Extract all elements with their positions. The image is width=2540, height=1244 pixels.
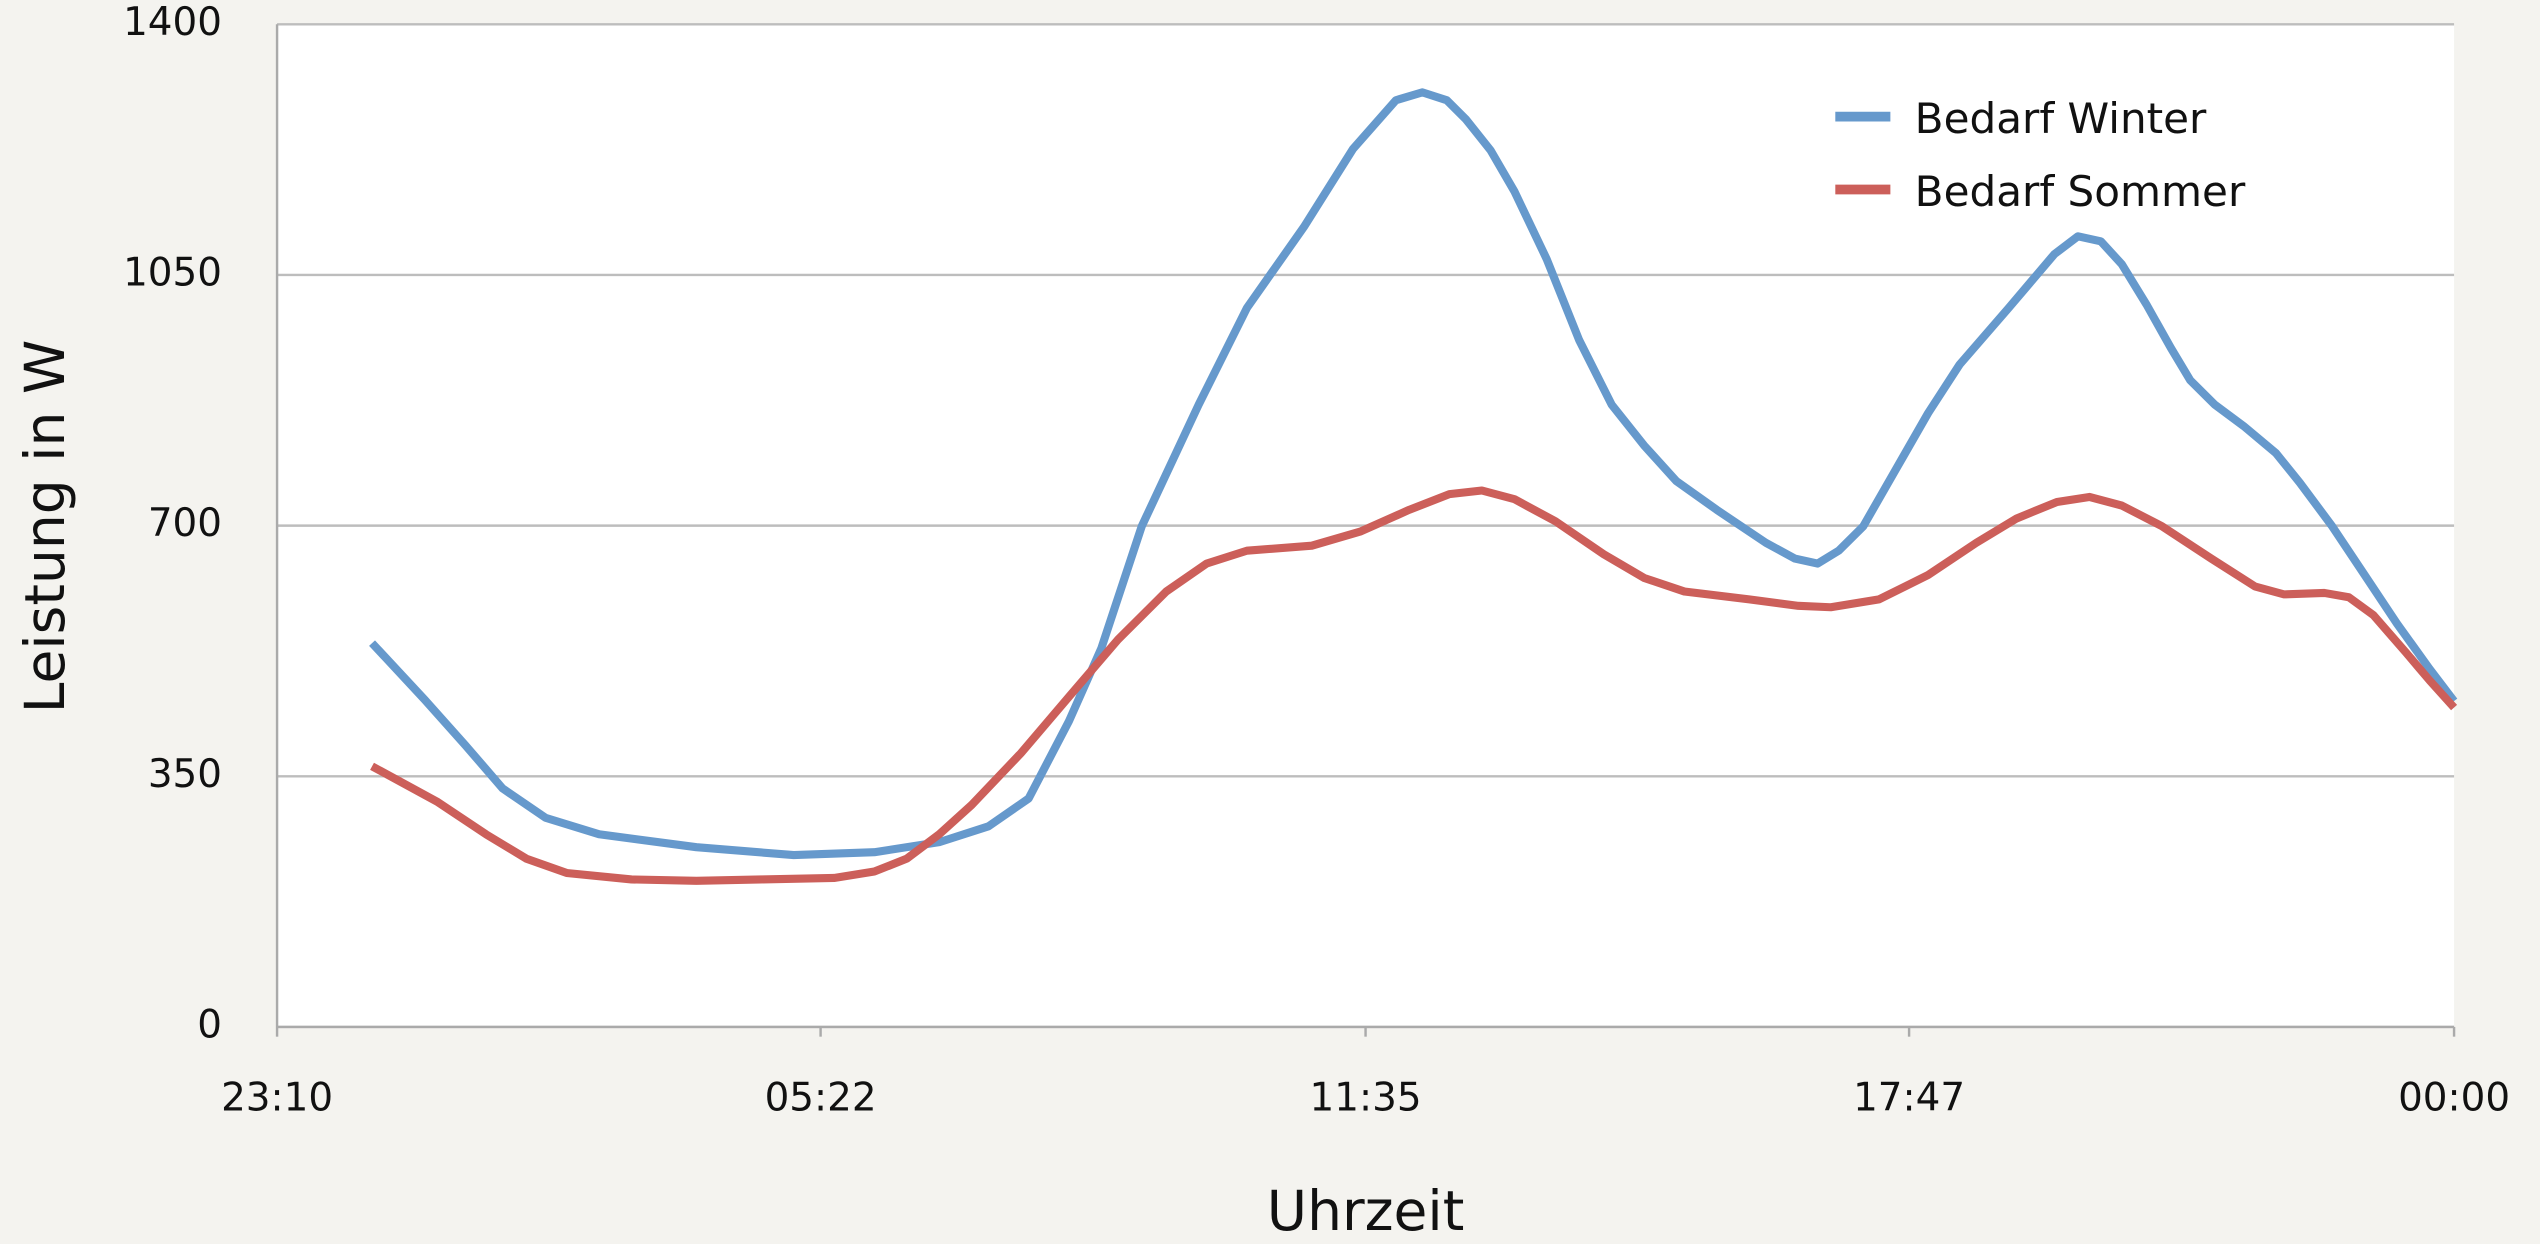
series-line bbox=[370, 486, 2458, 885]
y-axis-label: Leistung in W bbox=[13, 340, 77, 714]
x-tick-label: 17:47 bbox=[1853, 1075, 1965, 1120]
y-tick-label: 0 bbox=[197, 1002, 222, 1047]
x-tick-label: 23:10 bbox=[221, 1075, 333, 1120]
x-axis-label: Uhrzeit bbox=[1267, 1179, 1465, 1243]
legend-label: Bedarf Sommer bbox=[1915, 167, 2246, 216]
y-tick-label: 350 bbox=[148, 752, 222, 797]
x-tick-label: 00:00 bbox=[2398, 1075, 2510, 1120]
x-tick-label: 11:35 bbox=[1310, 1075, 1422, 1120]
legend-label: Bedarf Winter bbox=[1915, 94, 2207, 143]
series-line bbox=[369, 88, 2458, 860]
y-tick-label: 1050 bbox=[123, 250, 222, 295]
y-tick-label: 700 bbox=[148, 501, 222, 546]
y-tick-label: 1400 bbox=[123, 0, 222, 45]
x-tick-label: 05:22 bbox=[765, 1075, 877, 1120]
